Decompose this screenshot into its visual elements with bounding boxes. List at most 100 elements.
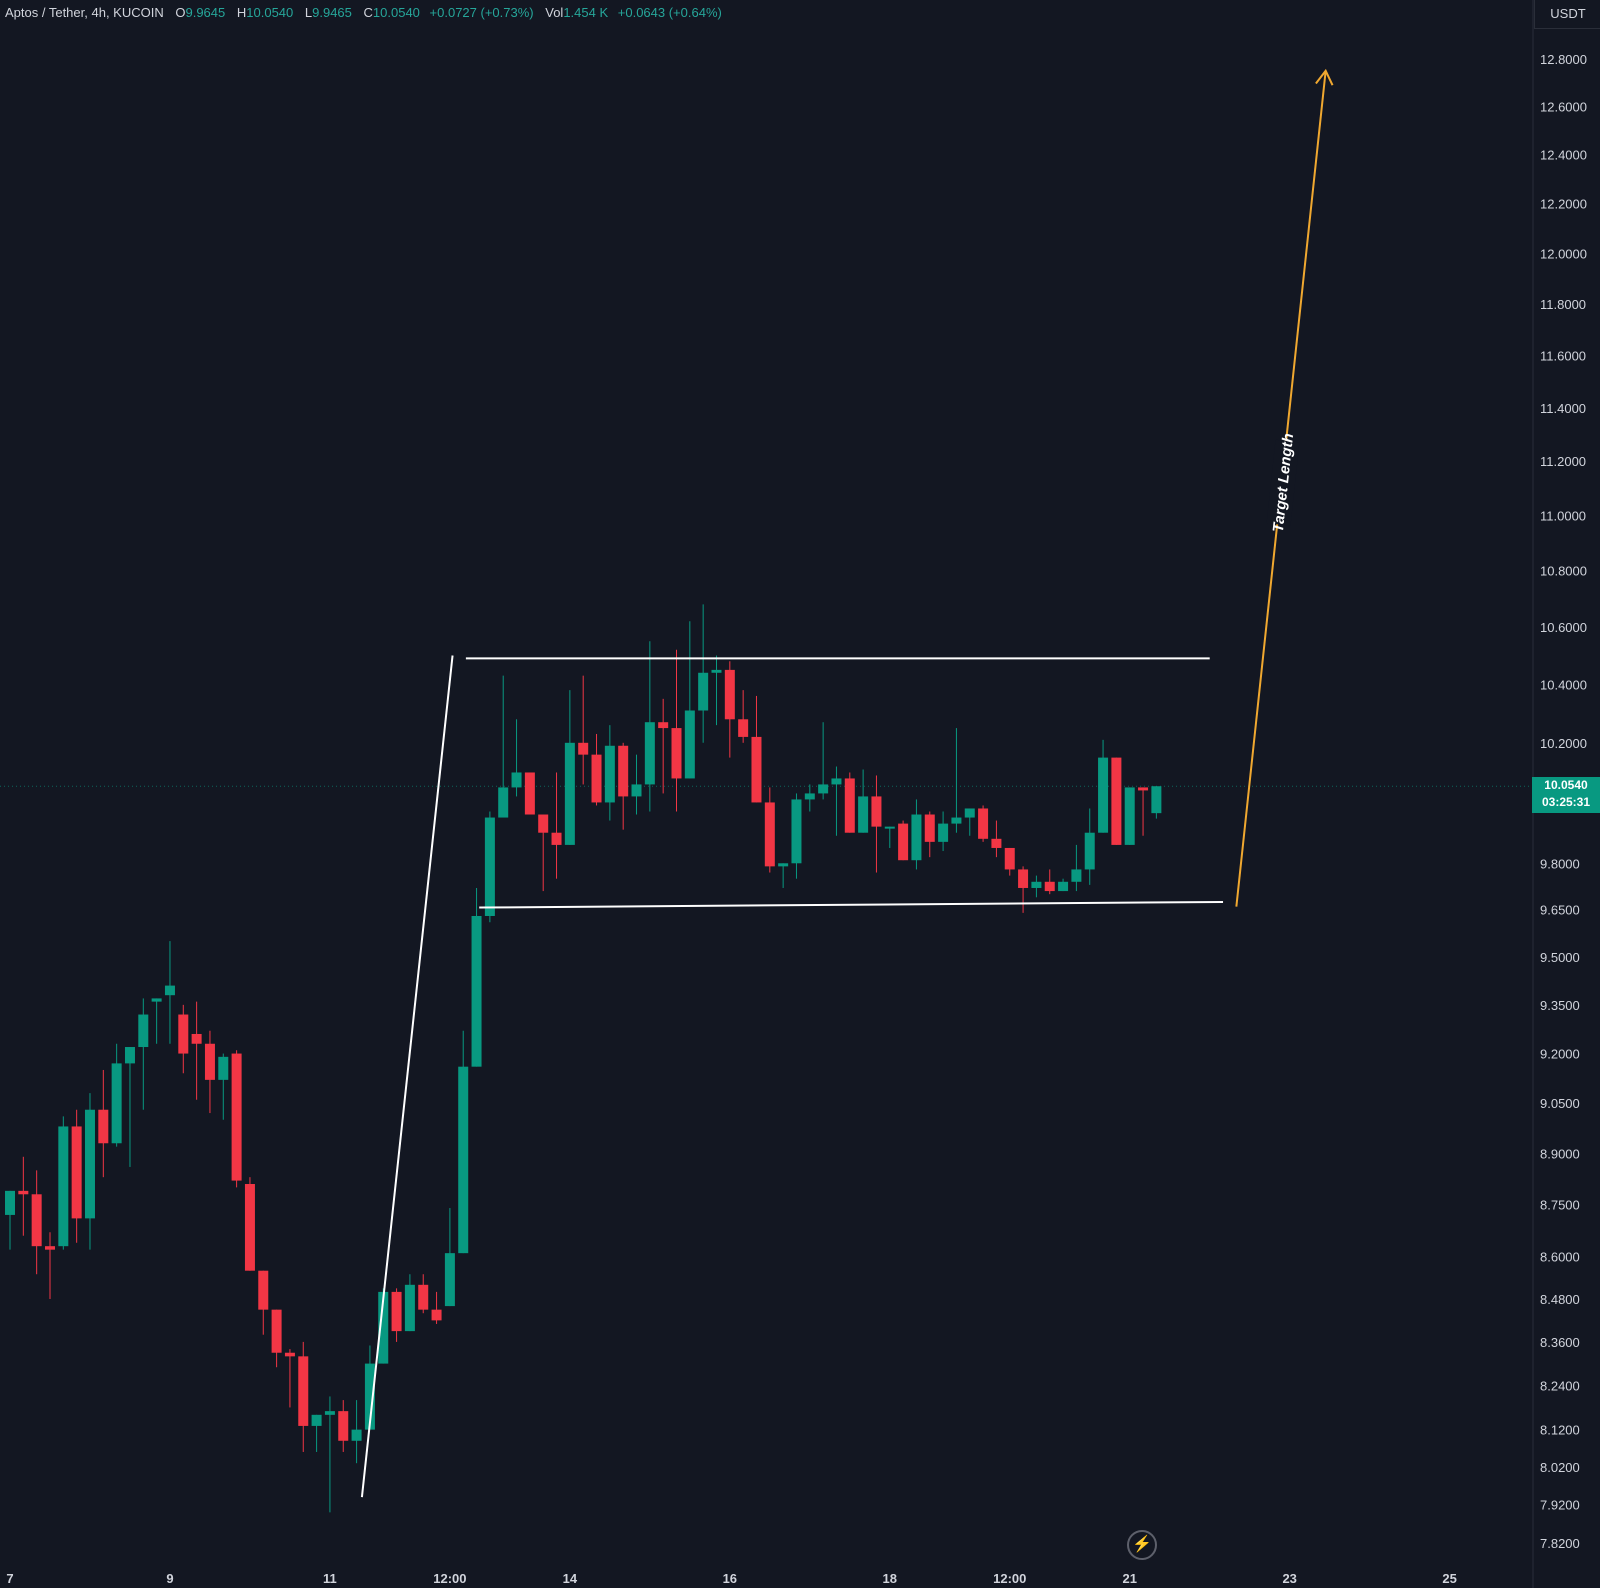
y-tick-label: 11.8000 [1540, 297, 1586, 312]
candle-body [1151, 786, 1162, 814]
y-tick-label: 12.6000 [1540, 99, 1587, 114]
y-tick-label: 12.4000 [1540, 148, 1587, 163]
candle-body [58, 1126, 69, 1247]
y-tick-label: 8.6000 [1540, 1250, 1580, 1265]
candle-body [698, 672, 709, 711]
y-tick-label: 11.4000 [1540, 401, 1586, 416]
candle-body [204, 1043, 215, 1080]
y-tick-label: 9.3500 [1540, 998, 1580, 1013]
y-tick-label: 9.6500 [1540, 903, 1580, 918]
candle-body [351, 1429, 362, 1441]
candle-body [364, 1363, 375, 1430]
candle-body [1004, 847, 1015, 870]
candle-body [84, 1109, 95, 1219]
x-tick-label: 7 [6, 1571, 13, 1586]
candle-body [404, 1284, 415, 1332]
y-tick-label: 8.4800 [1540, 1292, 1580, 1307]
candle-body [964, 808, 975, 818]
candle-body [1124, 787, 1135, 845]
candle-body [818, 784, 829, 794]
x-tick-label: 12:00 [993, 1571, 1026, 1586]
candle-body [538, 814, 549, 833]
candle-body [1018, 869, 1029, 888]
lightning-icon[interactable]: ⚡ [1127, 1530, 1157, 1560]
candle-body [471, 915, 482, 1067]
candle-body [978, 808, 989, 839]
change-value: +0.0727 (+0.73%) [429, 5, 534, 20]
candle-body [191, 1033, 202, 1044]
y-tick-label: 9.0500 [1540, 1096, 1580, 1111]
candle-body [631, 784, 642, 797]
target-label-bg [1266, 439, 1300, 526]
candle-body [991, 838, 1002, 848]
y-tick-label: 8.7500 [1540, 1198, 1580, 1213]
candle-body [164, 985, 175, 996]
candle-body [391, 1291, 402, 1332]
y-tick-label: 10.4000 [1540, 677, 1587, 692]
candle-body [311, 1414, 322, 1426]
open-value: 9.9645 [185, 5, 226, 20]
candle-body [444, 1253, 455, 1307]
y-tick-label: 11.2000 [1540, 454, 1586, 469]
x-tick-label: 12:00 [433, 1571, 466, 1586]
candle-body [258, 1270, 269, 1310]
candle-body [418, 1284, 429, 1310]
candle-body [284, 1352, 295, 1357]
candle-body [5, 1190, 15, 1215]
symbol-title: Aptos / Tether, 4h, KUCOIN [5, 5, 164, 20]
candle-body [924, 814, 935, 842]
candle-body [1084, 832, 1095, 870]
candle-body [244, 1184, 255, 1271]
y-tick-label: 8.3600 [1540, 1335, 1580, 1350]
candle-body [1031, 881, 1042, 888]
candle-body [804, 793, 815, 800]
open-label: O [175, 5, 186, 20]
candle-body [524, 772, 535, 815]
candle-body [1098, 757, 1109, 833]
y-tick-label: 9.5000 [1540, 950, 1580, 965]
candle-body [378, 1291, 389, 1364]
candle-body [458, 1066, 469, 1254]
y-tick-label: 8.2400 [1540, 1378, 1580, 1393]
y-tick-label: 10.6000 [1540, 620, 1587, 635]
y-tick-label: 7.9200 [1540, 1498, 1580, 1513]
candle-body [151, 998, 162, 1002]
candle-body [684, 710, 695, 779]
y-tick-label: 9.2000 [1540, 1047, 1580, 1062]
y-tick-label: 10.8000 [1540, 564, 1587, 579]
y-tick-label: 7.8200 [1540, 1536, 1580, 1551]
last-price-value: 10.0540 [1544, 778, 1588, 792]
candle-body [778, 863, 789, 867]
candle-body [271, 1309, 282, 1353]
candle-body [938, 823, 949, 842]
candle-body [1044, 881, 1055, 892]
candle-body [564, 742, 575, 845]
low-label: L [304, 5, 313, 20]
candle-body [791, 799, 802, 864]
y-tick-label: 10.2000 [1540, 736, 1587, 751]
candle-body [591, 754, 602, 803]
candle-body [1058, 881, 1069, 892]
candle-body [658, 722, 669, 729]
candle-body [431, 1309, 442, 1321]
y-tick-label: 12.2000 [1540, 197, 1587, 212]
y-tick-label: 11.0000 [1540, 508, 1586, 523]
candle-body [711, 669, 722, 673]
y-tick-label: 9.8000 [1540, 856, 1580, 871]
candle-body [1111, 757, 1122, 845]
y-tick-label: 12.8000 [1540, 52, 1587, 67]
candle-body [644, 722, 655, 785]
candle-body [218, 1056, 229, 1080]
bar-countdown: 03:25:31 [1541, 795, 1591, 809]
candle-body [44, 1246, 55, 1250]
high-value: 10.0540 [246, 5, 294, 20]
candle-body [764, 802, 775, 867]
candle-body [884, 826, 895, 829]
candle-body [911, 814, 922, 861]
flagpole-line [360, 655, 454, 1498]
candle-body [724, 669, 735, 720]
volume-value: 1.454 K [563, 5, 609, 20]
x-tick-label: 23 [1282, 1571, 1296, 1586]
currency-button[interactable]: USDT [1534, 0, 1600, 29]
